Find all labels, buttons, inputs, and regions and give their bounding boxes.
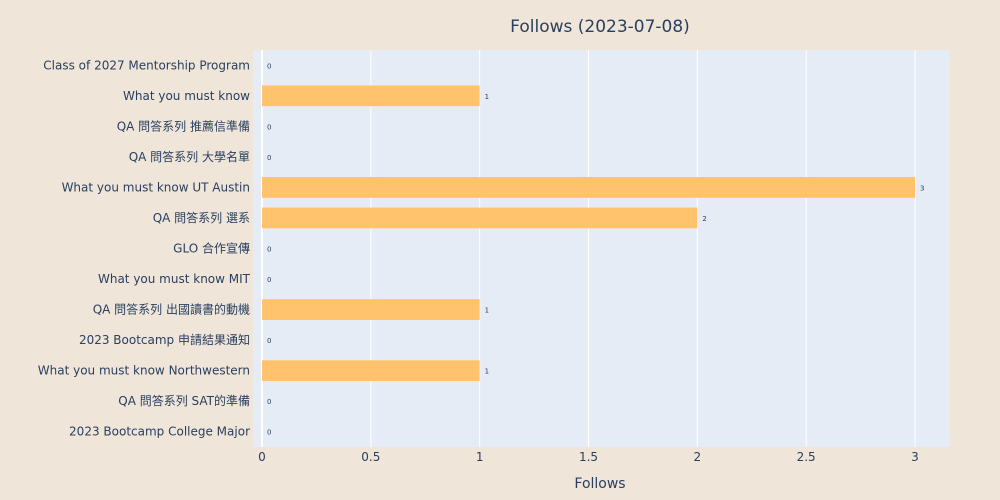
value-label: 0 — [267, 398, 271, 406]
category-label: 2023 Bootcamp College Major — [69, 425, 250, 439]
bar — [262, 85, 480, 107]
bar — [262, 360, 480, 382]
value-label: 1 — [485, 93, 489, 101]
category-labels: Class of 2027 Mentorship Program What you… — [38, 58, 251, 438]
category-label: QA 問答系列 SAT的準備 — [118, 393, 250, 408]
value-label: 3 — [920, 184, 924, 192]
plot-area — [253, 50, 950, 447]
value-label: 0 — [267, 337, 271, 345]
x-tick-label: 0.5 — [361, 450, 380, 464]
category-label: What you must know MIT — [98, 272, 251, 286]
x-tick-label: 2.5 — [797, 450, 816, 464]
bar — [262, 299, 480, 320]
bars — [262, 85, 915, 382]
x-tick-label: 0 — [258, 450, 266, 464]
category-label: QA 問答系列 出國讀書的動機 — [93, 302, 250, 317]
category-label: What you must know — [123, 89, 250, 103]
value-label: 1 — [485, 368, 489, 376]
category-label: QA 問答系列 選系 — [153, 210, 250, 225]
x-tick-labels: 0 0.5 1 1.5 2 2.5 3 — [258, 450, 919, 464]
category-label: QA 問答系列 大學名單 — [129, 149, 250, 164]
category-label: GLO 合作宣傳 — [173, 241, 250, 256]
category-label: QA 問答系列 推薦信準備 — [117, 118, 250, 133]
category-label: 2023 Bootcamp 申請結果通知 — [79, 333, 250, 347]
value-label: 0 — [267, 429, 271, 437]
category-label: Class of 2027 Mentorship Program — [43, 58, 250, 72]
x-axis-title: Follows — [574, 476, 625, 492]
value-label: 0 — [267, 154, 271, 162]
value-labels: 0 1 0 0 3 2 0 0 1 0 1 0 0 — [267, 62, 924, 436]
x-tick-label: 2 — [694, 450, 702, 464]
x-tick-label: 3 — [911, 450, 919, 464]
value-label: 1 — [485, 307, 489, 315]
value-label: 0 — [267, 246, 271, 254]
bar — [262, 177, 915, 198]
value-label: 2 — [702, 215, 706, 223]
bar — [262, 207, 698, 229]
x-tick-label: 1.5 — [579, 450, 598, 464]
category-label: What you must know Northwestern — [38, 364, 250, 378]
value-label: 0 — [267, 62, 271, 70]
value-label: 0 — [267, 276, 271, 284]
category-label: What you must know UT Austin — [62, 180, 250, 194]
chart-title: Follows (2023-07-08) — [510, 17, 690, 37]
value-label: 0 — [267, 123, 271, 131]
x-tick-label: 1 — [476, 450, 484, 464]
